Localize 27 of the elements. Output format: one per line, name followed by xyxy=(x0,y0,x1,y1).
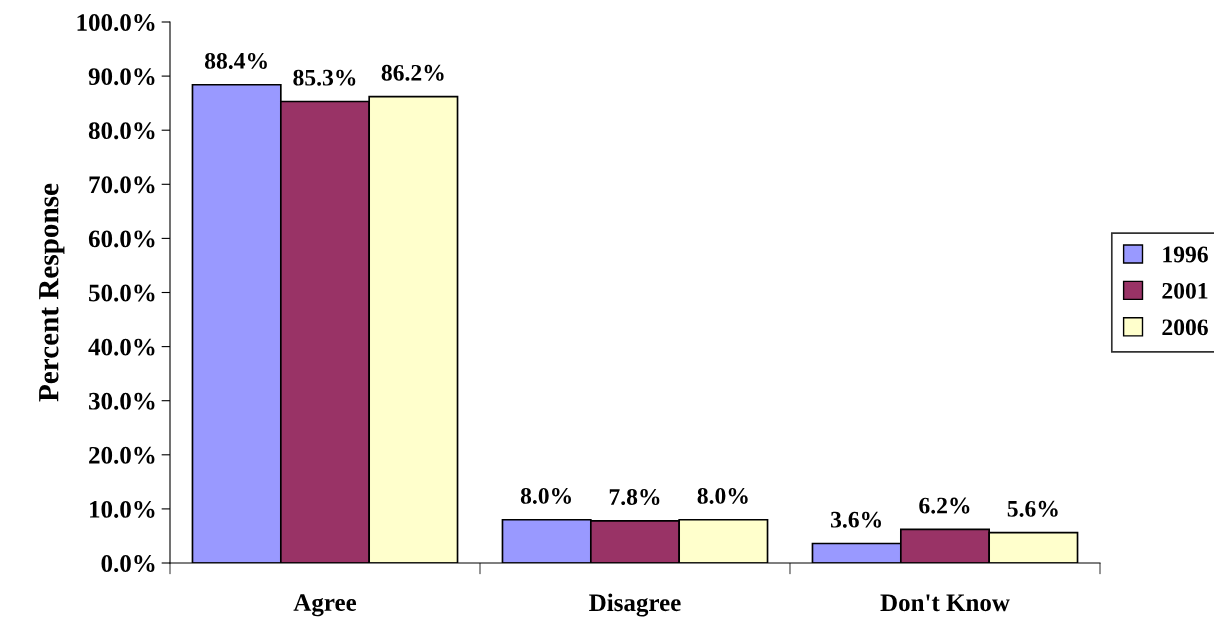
y-tick-label: 40.0% xyxy=(88,338,155,356)
data-label: 5.6% xyxy=(1007,500,1058,517)
y-tick-label: 30.0% xyxy=(89,392,155,410)
x-tick-label: Disagree xyxy=(589,593,681,617)
legend-label: 2001 xyxy=(1162,282,1208,299)
y-tick-label: 100.0% xyxy=(77,14,155,32)
legend-label: 1996 xyxy=(1163,246,1208,263)
x-tick-label: Agree xyxy=(293,594,357,617)
y-tick-label: 0.0% xyxy=(101,555,155,573)
y-tick-label: 80.0% xyxy=(88,122,155,140)
x-tick-label: Don't Know xyxy=(880,594,1010,612)
legend-label: 2006 xyxy=(1162,319,1208,336)
data-label: 88.4% xyxy=(204,52,267,69)
data-label: 6.2% xyxy=(919,497,970,514)
y-tick-label: 10.0% xyxy=(90,500,155,518)
data-label: 85.3% xyxy=(293,69,356,86)
y-tick-label: 90.0% xyxy=(88,68,155,86)
y-tick-label: 50.0% xyxy=(89,284,155,302)
y-tick-label: 20.0% xyxy=(89,446,155,464)
y-tick-label: 60.0% xyxy=(88,230,155,248)
data-label: 7.8% xyxy=(609,488,660,505)
y-axis-title: Percent Response xyxy=(39,183,65,402)
data-label: 8.0% xyxy=(520,487,571,504)
data-label: 8.0% xyxy=(697,487,748,504)
data-label: 3.6% xyxy=(830,511,881,528)
data-label: 86.2% xyxy=(381,64,444,81)
y-tick-label: 70.0% xyxy=(89,176,155,194)
